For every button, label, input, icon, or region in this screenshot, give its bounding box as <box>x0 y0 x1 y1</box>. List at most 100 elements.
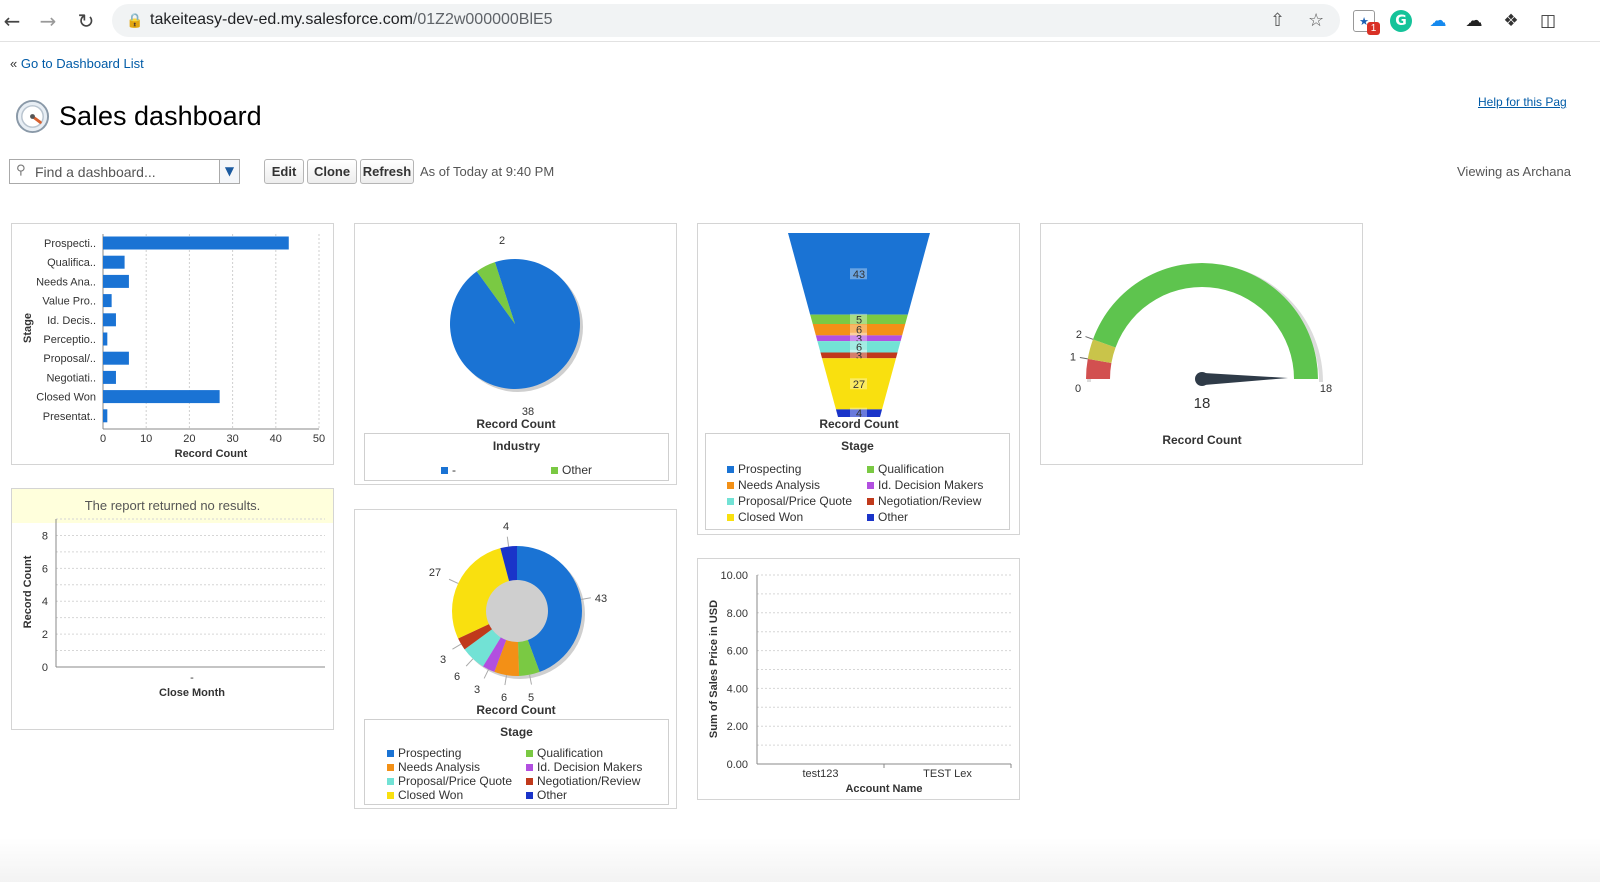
refresh-button[interactable]: Refresh <box>360 159 414 184</box>
cloud-download-icon[interactable]: ☁ <box>1465 11 1483 31</box>
y-tick-label: Prospecti.. <box>44 238 96 250</box>
side-panel-icon[interactable]: ◫ <box>1539 11 1557 31</box>
x-tick-label: 50 <box>313 433 325 445</box>
segment-value-label: 6 <box>856 342 862 354</box>
legend-item: Closed Won <box>727 510 803 524</box>
y-axis-label: Sum of Sales Price in USD <box>708 600 720 738</box>
x-tick-label: test123 <box>802 768 838 780</box>
reload-icon[interactable]: ↻ <box>77 9 95 33</box>
chart-caption: Record Count <box>476 703 555 717</box>
gauge-band-high <box>1092 262 1318 379</box>
slice-value-label: 5 <box>528 692 534 704</box>
value-label-box <box>850 324 867 336</box>
legend-item: Other <box>551 463 592 477</box>
funnel-stage-legend: Stage Prospecting Qualification Needs Anal… <box>705 433 1010 530</box>
gauge-band-mid <box>1087 339 1116 364</box>
sales-price-chart-panel[interactable]: 0.00 2.00 4.00 6.00 8.00 10.00 test123 TEST Lex… <box>697 558 1020 800</box>
industry-pie-chart: 38 2 Record Count <box>450 235 583 431</box>
y-tick-label: Qualifica.. <box>47 257 96 269</box>
help-link[interactable]: Help for this Pag <box>1478 95 1567 109</box>
legend-item: Proposal/Price Quote <box>387 774 512 788</box>
funnel-segment <box>810 314 908 325</box>
x-axis-label: Record Count <box>175 448 248 460</box>
find-dashboard-input[interactable] <box>35 163 225 181</box>
legend-item: Negotiation/Review <box>867 494 981 508</box>
record-count-gauge-panel[interactable]: 1 2 0 18 18 Record Count <box>1040 223 1363 465</box>
stage-donut-chart-panel[interactable]: 43 5 6 3 6 3 27 4 Record Count Stage Prospecting… <box>354 509 677 809</box>
chevron-down-icon[interactable]: ▼ <box>219 160 239 183</box>
label-leader <box>483 669 489 679</box>
address-bar[interactable]: 🔒 takeiteasy-dev-ed.my.salesforce.com/01… <box>112 4 1340 37</box>
value-label-box <box>850 349 867 361</box>
y-tick-label: 8 <box>42 530 48 542</box>
extension-icon[interactable]: ★ <box>1353 10 1375 32</box>
legend-item: Other <box>867 510 908 524</box>
y-tick-label: Closed Won <box>36 392 96 404</box>
legend-item: Closed Won <box>387 788 463 802</box>
close-month-chart-panel[interactable]: The report returned no results. 0 2 4 6 8 - Cl… <box>11 488 334 730</box>
y-axis-label: Stage <box>22 313 34 343</box>
funnel-segment <box>788 233 930 315</box>
bar <box>103 294 112 308</box>
funnel-segment <box>812 324 906 336</box>
slice-value-label: 2 <box>499 235 505 247</box>
segment-value-label: 3 <box>856 333 862 345</box>
slice-value-label: 3 <box>440 654 446 666</box>
label-leader <box>465 658 474 667</box>
funnel-segment <box>815 335 903 342</box>
puzzle-extensions-icon[interactable]: ❖ <box>1503 11 1519 31</box>
back-arrow-icon[interactable]: ← <box>3 9 21 33</box>
funnel-segment <box>835 409 883 417</box>
gauge-value-label: 18 <box>1194 395 1211 412</box>
bookmark-star-icon[interactable]: ☆ <box>1308 10 1325 31</box>
y-tick-label: Needs Ana.. <box>36 276 96 288</box>
y-tick-label: 6.00 <box>727 646 748 658</box>
clone-button[interactable]: Clone <box>307 159 357 184</box>
y-tick-label: 2 <box>42 629 48 641</box>
y-tick-label: 2.00 <box>727 721 748 733</box>
legend-item: Qualification <box>867 462 944 476</box>
legend-title: Industry <box>492 439 541 453</box>
legend-item: Id. Decision Makers <box>867 478 983 492</box>
y-tick-label: 0 <box>42 662 48 674</box>
stage-bar-chart-panel[interactable]: 0 10 20 30 40 50 Prospecti.. Qualifica.. Needs A… <box>11 223 334 465</box>
go-to-dashboard-list-link[interactable]: Go to Dashboard List <box>20 56 144 71</box>
no-results-message: The report returned no results. <box>12 489 333 523</box>
pie-slice <box>476 262 515 324</box>
value-label-box <box>850 332 867 344</box>
y-tick-label: 10.00 <box>720 570 748 582</box>
value-label-box <box>850 341 867 353</box>
label-leader <box>452 643 462 650</box>
bar <box>103 409 108 423</box>
donut-stage-legend: Stage Prospecting Qualification Needs Anal… <box>364 719 669 805</box>
address-url[interactable]: takeiteasy-dev-ed.my.salesforce.com/01Z2… <box>150 11 553 28</box>
find-dashboard-combobox[interactable]: ⚲ ▼ <box>9 159 240 184</box>
y-tick-label: Proposal/.. <box>43 353 96 365</box>
cloud-icon[interactable]: ☁ <box>1429 11 1447 31</box>
gauge-band-low <box>1086 358 1112 379</box>
slice-value-label: 4 <box>503 521 509 533</box>
x-axis-label: Close Month <box>159 687 225 699</box>
x-tick-label: 30 <box>226 433 238 445</box>
industry-legend: Industry - Other <box>364 433 669 481</box>
edit-button[interactable]: Edit <box>264 159 304 184</box>
bar <box>103 351 129 365</box>
x-tick-label: 10 <box>140 433 152 445</box>
slice-value-label: 43 <box>595 593 607 605</box>
value-label-box <box>850 313 867 325</box>
donut-slice <box>458 624 492 650</box>
slice-value-label: 3 <box>474 684 480 696</box>
bar <box>103 313 116 327</box>
forward-arrow-icon[interactable]: → <box>39 9 57 33</box>
stage-bar-chart: 0 10 20 30 40 50 Prospecti.. Qualifica.. Needs A… <box>22 234 325 460</box>
x-axis-label: Account Name <box>845 783 922 795</box>
industry-pie-chart-panel[interactable]: 38 2 Record Count Industry - Other <box>354 223 677 485</box>
back-prefix: « <box>10 56 18 71</box>
grammarly-icon[interactable]: G <box>1390 10 1412 32</box>
share-icon[interactable]: ⇧ <box>1270 10 1286 31</box>
segment-value-label: 5 <box>856 314 862 326</box>
legend-item: Id. Decision Makers <box>526 760 642 774</box>
stage-funnel-chart-panel[interactable]: 43 5 6 3 6 3 27 4 Record Count Stage Prospecting… <box>697 223 1020 535</box>
